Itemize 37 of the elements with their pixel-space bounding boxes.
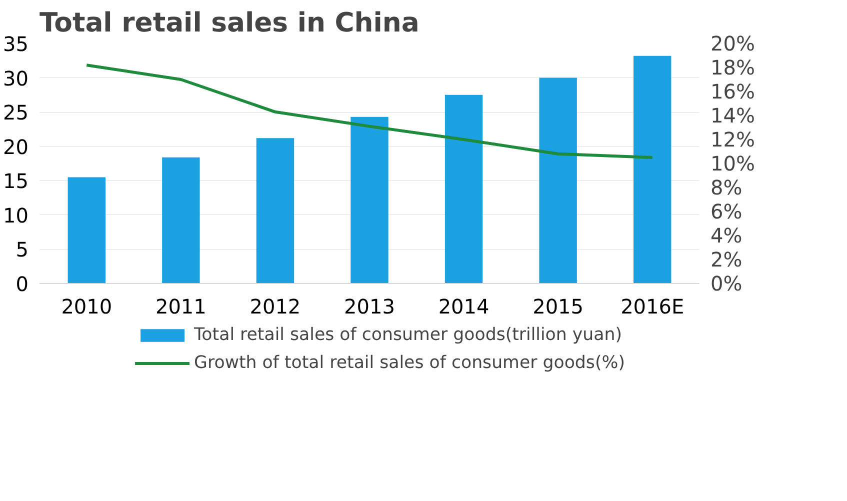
y2-tick-label: 16%: [710, 80, 755, 104]
legend-label: Total retail sales of consumer goods(trillion yuan): [194, 325, 622, 345]
y-tick-label: 0: [16, 272, 29, 296]
y2-tick-label: 6%: [710, 200, 742, 224]
y-tick-label: 5: [16, 238, 29, 262]
x-tick-label: 2015: [532, 294, 584, 318]
bar: [256, 138, 294, 284]
y2-tick-label: 2%: [710, 248, 742, 272]
y-tick-label: 10: [3, 203, 29, 228]
y2-tick-label: 12%: [710, 128, 755, 152]
x-tick-label: 2016E: [620, 294, 684, 318]
x-tick-label: 2014: [438, 294, 490, 318]
line-series: [85, 64, 654, 159]
bar: [444, 94, 483, 284]
y2-tick-label: 10%: [710, 152, 755, 176]
y-tick-label: 35: [3, 32, 29, 56]
chart-title: Total retail sales in China: [40, 8, 420, 38]
y2-tick-label: 4%: [710, 224, 742, 248]
bar: [162, 157, 200, 284]
bar: [68, 177, 106, 284]
y2-tick-label: 8%: [710, 176, 742, 200]
bar: [350, 116, 388, 284]
x-tick-label: 2013: [344, 294, 395, 318]
bar: [539, 78, 577, 284]
y2-tick-label: 20%: [710, 32, 755, 56]
y-tick-label: 15: [3, 169, 29, 194]
y-tick-label: 30: [3, 66, 29, 90]
y-tick-label: 25: [3, 100, 29, 125]
y-tick-label: 20: [3, 134, 29, 159]
legend-label: Growth of total retail sales of consumer goods(%): [194, 353, 625, 373]
bar: [634, 56, 672, 284]
x-tick-label: 2010: [61, 294, 112, 318]
y2-tick-label: 0%: [710, 272, 742, 296]
x-tick-label: 2011: [155, 294, 206, 318]
y2-tick-label: 18%: [710, 56, 755, 80]
y2-tick-label: 14%: [710, 104, 755, 128]
x-tick-label: 2012: [250, 294, 301, 318]
